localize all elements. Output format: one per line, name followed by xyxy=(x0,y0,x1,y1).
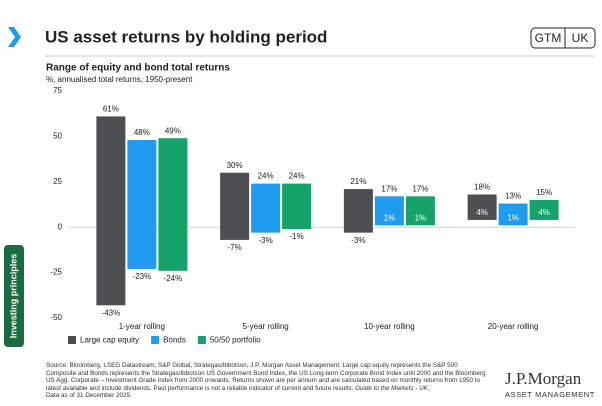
chart-title: Range of equity and bond total returns xyxy=(46,63,230,74)
badge-gtm: GTM xyxy=(535,31,562,45)
value-label: 17% xyxy=(412,184,428,193)
value-label: 1% xyxy=(507,213,519,222)
legend-swatch xyxy=(151,336,160,344)
bar xyxy=(498,203,528,226)
logo-tagline: ASSET MANAGEMENT xyxy=(505,390,595,399)
bar xyxy=(158,138,188,271)
side-label: Investing principles xyxy=(8,254,18,339)
legend-swatch xyxy=(68,336,76,344)
value-label: -23% xyxy=(133,272,152,281)
value-label: -1% xyxy=(290,232,304,241)
value-label: 61% xyxy=(103,105,119,114)
value-label: 4% xyxy=(476,208,488,217)
bar xyxy=(282,183,312,230)
value-label: 15% xyxy=(536,188,552,197)
bar xyxy=(96,116,126,306)
legend-label: Large cap equity xyxy=(80,336,139,345)
x-tick-label: 5-year rolling xyxy=(243,322,289,331)
value-label: 4% xyxy=(538,208,550,217)
value-label: 24% xyxy=(258,172,274,181)
value-label: 49% xyxy=(165,126,181,135)
source-text: Source: Bloomberg, LSEG Datastream, S&P … xyxy=(46,362,486,392)
legend-label: Bonds xyxy=(163,336,186,345)
y-tick-label: 75 xyxy=(53,86,62,95)
y-tick-label: -50 xyxy=(50,313,62,322)
value-label: 30% xyxy=(227,161,243,170)
x-tick-label: 20-year rolling xyxy=(488,322,539,331)
page-title: US asset returns by holding period xyxy=(45,27,327,46)
chevron xyxy=(8,27,21,47)
value-label: 1% xyxy=(384,213,396,222)
source-guide: Guide to the Markets - UK. xyxy=(355,384,430,392)
bar xyxy=(343,189,373,233)
y-tick-label: 25 xyxy=(53,177,62,186)
bar xyxy=(467,194,497,220)
side-tab xyxy=(4,245,24,347)
x-tick-label: 10-year rolling xyxy=(364,322,415,331)
y-tick-label: 0 xyxy=(58,222,63,231)
badge xyxy=(530,27,596,49)
legend-swatch xyxy=(197,336,206,344)
bar xyxy=(374,196,404,226)
bar xyxy=(127,140,157,269)
bar xyxy=(529,199,559,220)
value-label: 13% xyxy=(505,192,521,201)
logo-name: J.P.Morgan xyxy=(505,369,582,388)
value-label: -7% xyxy=(228,243,242,252)
value-label: 21% xyxy=(350,177,366,186)
source-note: Source: Bloomberg, LSEG Datastream, S&P … xyxy=(46,362,486,400)
value-label: -3% xyxy=(259,236,273,245)
bar xyxy=(405,196,435,226)
chart-subtitle: %, annualised total returns, 1950-presen… xyxy=(46,75,193,84)
value-label: -3% xyxy=(351,236,365,245)
value-label: 1% xyxy=(415,213,427,222)
value-label: 24% xyxy=(289,172,305,181)
source-date: Data as of 31 December 2025. xyxy=(46,392,132,400)
value-label: 17% xyxy=(381,184,397,193)
y-tick-label: 50 xyxy=(53,132,62,141)
value-label: -43% xyxy=(102,308,121,317)
value-label: -24% xyxy=(164,274,183,283)
bar xyxy=(220,172,250,240)
bar xyxy=(251,183,281,233)
legend-label: 50/50 portfolio xyxy=(210,336,261,345)
y-tick-label: -25 xyxy=(50,268,62,277)
x-tick-label: 1-year rolling xyxy=(119,322,165,331)
value-label: 18% xyxy=(474,183,490,192)
badge-uk: UK xyxy=(572,31,589,45)
value-label: 48% xyxy=(134,128,150,137)
